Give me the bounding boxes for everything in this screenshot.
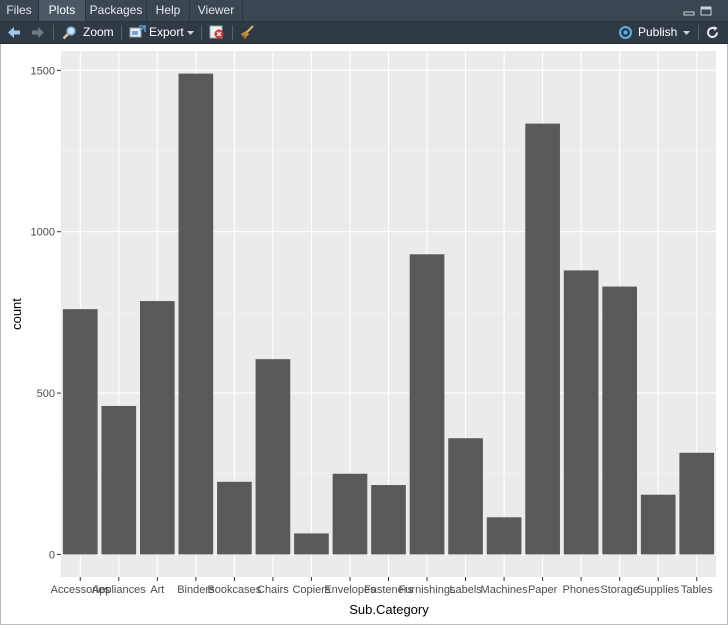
- plots-toolbar: Zoom Export Publish: [0, 22, 728, 44]
- toolbar-divider: [201, 25, 202, 40]
- refresh-icon[interactable]: [705, 25, 720, 40]
- toolbar-divider: [121, 25, 122, 40]
- arrow-left-icon[interactable]: [7, 26, 21, 39]
- x-tick-label: Storage: [600, 584, 639, 596]
- x-tick-label: Supplies: [637, 584, 680, 596]
- x-tick-label: Chairs: [257, 584, 289, 596]
- tab-viewer[interactable]: Viewer: [197, 3, 235, 17]
- bar-paper: [525, 123, 560, 555]
- x-tick-label: Envelopes: [324, 584, 376, 596]
- y-tick-label: 1500: [31, 65, 55, 77]
- bar-art: [139, 301, 175, 555]
- bar-accessories: [62, 309, 98, 555]
- x-tick-label: Appliances: [92, 584, 146, 596]
- x-tick-label: Furnishings: [399, 584, 456, 596]
- tab-help[interactable]: Help: [155, 3, 181, 17]
- bar-envelopes: [332, 473, 368, 555]
- tab-divider: [38, 0, 39, 21]
- x-tick-label: Binders: [177, 584, 215, 596]
- tab-divider: [242, 0, 243, 21]
- zoom-button[interactable]: Zoom: [83, 25, 114, 39]
- bar-appliances: [101, 405, 137, 555]
- x-tick-label: Art: [150, 584, 164, 596]
- y-tick-label: 1000: [31, 227, 55, 239]
- bar-binders: [178, 73, 214, 555]
- plot-viewer: 0 500 1000 1500 Accessories Appliances Art Bin…: [0, 44, 728, 625]
- chevron-down-icon[interactable]: [683, 31, 690, 35]
- y-axis-title: count: [9, 298, 24, 330]
- x-tick-label: Machines: [481, 584, 529, 596]
- bar-tables: [679, 452, 715, 555]
- bar-furnishings: [409, 254, 445, 555]
- arrow-right-icon[interactable]: [31, 26, 45, 39]
- bar-machines: [486, 517, 522, 555]
- toolbar-divider: [698, 25, 699, 40]
- publish-button[interactable]: Publish: [638, 25, 678, 39]
- publish-icon[interactable]: [617, 25, 634, 40]
- bar-bookcases: [217, 481, 252, 555]
- chevron-down-icon[interactable]: [187, 31, 194, 35]
- maximize-icon[interactable]: [700, 6, 712, 16]
- x-tick-label: Accessories: [51, 584, 111, 596]
- remove-plot-icon[interactable]: [209, 25, 225, 40]
- tab-divider: [85, 0, 86, 21]
- bar-fasteners: [371, 485, 406, 555]
- toolbar-divider: [232, 25, 233, 40]
- x-tick-label: Tables: [681, 584, 713, 596]
- broom-icon[interactable]: [239, 25, 255, 40]
- tab-divider: [146, 0, 147, 21]
- y-tick-label: 500: [37, 388, 55, 400]
- x-tick-label: Paper: [528, 584, 558, 596]
- bar-copiers: [294, 533, 329, 555]
- bar-phones: [563, 270, 599, 555]
- tab-files[interactable]: Files: [6, 3, 32, 17]
- bar-chairs: [255, 359, 291, 555]
- toolbar-divider: [53, 25, 54, 40]
- x-axis-title: Sub.Category: [349, 602, 429, 617]
- pane-tab-bar: Files Plots Packages Help Viewer: [0, 0, 728, 22]
- bar-supplies: [640, 494, 676, 555]
- y-tick-label: 0: [49, 549, 55, 561]
- minimize-icon[interactable]: [683, 6, 695, 16]
- x-tick-label: Copiers: [292, 584, 330, 596]
- tab-divider: [189, 0, 190, 21]
- x-tick-label: Labels: [449, 584, 482, 596]
- tab-packages[interactable]: Packages: [89, 3, 143, 17]
- export-button[interactable]: Export: [149, 25, 184, 39]
- tab-plots[interactable]: Plots: [39, 0, 85, 21]
- export-icon[interactable]: [129, 25, 146, 40]
- bars: [62, 73, 715, 555]
- x-tick-label: Phones: [562, 584, 600, 596]
- bar-labels: [448, 438, 483, 555]
- bar-storage: [602, 286, 638, 555]
- x-tick-label: Bookcases: [207, 584, 261, 596]
- y-axis: 0 500 1000 1500: [31, 65, 61, 561]
- magnifier-icon[interactable]: [62, 25, 77, 40]
- x-tick-label: Fasteners: [364, 584, 413, 596]
